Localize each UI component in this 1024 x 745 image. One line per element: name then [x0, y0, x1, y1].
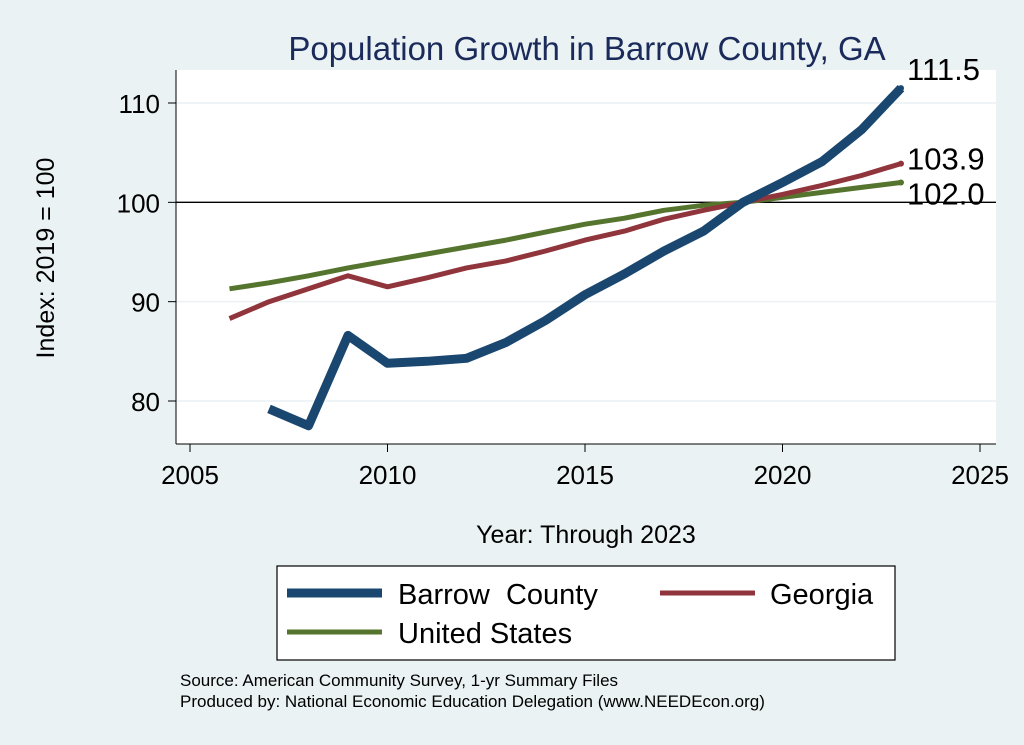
plot-area: [176, 70, 996, 444]
series-line-georgia: [228, 161, 902, 321]
legend-label-barrow: Barrow County: [398, 579, 598, 611]
x-axis-ticks: 2005 2010 2015 2020 2025: [161, 444, 1009, 490]
x-tick-label-2020: 2020: [754, 460, 812, 490]
end-label-georgia: 103.9: [907, 142, 985, 177]
producer-note: Produced by: National Economic Education…: [180, 692, 765, 711]
y-tick-label-100: 100: [117, 188, 160, 218]
end-point-georgia: [898, 160, 904, 167]
x-tick-label-2010: 2010: [359, 460, 417, 490]
legend-label-georgia: Georgia: [770, 579, 874, 611]
end-label-barrow-county: 111.5: [907, 52, 980, 87]
source-note: Source: American Community Survey, 1-yr …: [180, 671, 619, 690]
y-tick-label-110: 110: [119, 89, 160, 119]
series-line-barrow-county: [267, 85, 905, 431]
y-axis-label: Index: 2019 = 100: [32, 158, 60, 359]
y-tick-label-80: 80: [131, 387, 160, 417]
y-tick-label-90: 90: [131, 288, 160, 318]
legend: Barrow County Georgia United States: [276, 565, 896, 661]
legend-box: [276, 565, 896, 661]
chart-title: Population Growth in Barrow County, GA: [288, 30, 885, 67]
series-lines: [228, 85, 905, 431]
legend-label-united-states: United States: [398, 618, 572, 650]
end-label-united-states: 102.0: [907, 176, 985, 211]
end-point-united-states: [898, 179, 904, 186]
series-line-united-states: [229, 180, 902, 292]
x-tick-label-2005: 2005: [161, 460, 219, 490]
x-axis-label: Year: Through 2023: [476, 521, 696, 549]
x-tick-label-2025: 2025: [951, 460, 1009, 490]
y-axis-ticks: 80 90 100 110: [117, 89, 176, 417]
x-tick-label-2015: 2015: [556, 460, 614, 490]
end-point-barrow-county: [898, 85, 904, 92]
